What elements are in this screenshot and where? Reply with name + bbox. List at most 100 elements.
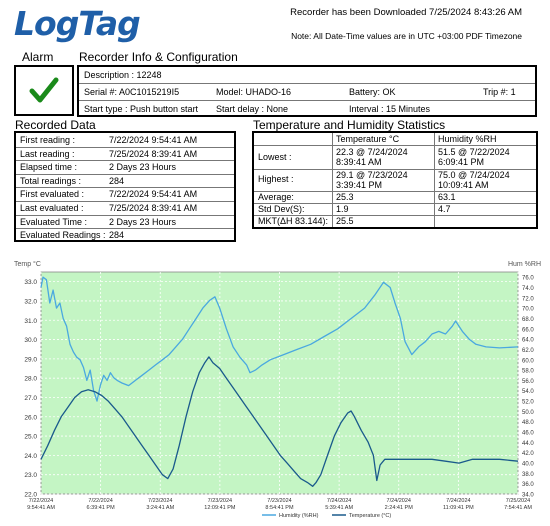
recorded-data-value: 284 xyxy=(109,175,125,186)
left-tick-label: 23.0 xyxy=(24,472,37,479)
stats-lowest-temp: 22.3 @ 7/24/2024 xyxy=(336,147,408,157)
right-tick-label: 46.0 xyxy=(522,431,534,437)
battery-text: Battery: OK xyxy=(349,87,396,97)
alarm-box xyxy=(14,65,74,116)
right-tick-label: 50.0 xyxy=(522,410,534,416)
stats-lowest-hum-time: 6:09:41 PM xyxy=(438,157,485,167)
x-tick-time: 7:54:41 AM xyxy=(504,505,532,511)
recorded-data-value: 2 Days 23 Hours xyxy=(109,216,177,227)
x-tick-date: 7/22/2024 xyxy=(29,498,53,504)
right-tick-label: 72.0 xyxy=(522,296,534,302)
stats-average-hum: 63.1 xyxy=(438,192,456,202)
x-tick-time: 5:39:41 AM xyxy=(325,505,353,511)
model-text: Model: UHADO-16 xyxy=(216,87,292,97)
stats-std-hum: 4.7 xyxy=(438,204,451,214)
x-tick-date: 7/24/2024 xyxy=(327,498,351,504)
recorded-data-value: 7/22/2024 9:54:41 AM xyxy=(109,135,198,145)
stats-highest-hum-time: 10:09:41 AM xyxy=(438,180,489,190)
right-tick-label: 60.0 xyxy=(522,358,534,364)
legend-label: Humidity (%RH) xyxy=(279,513,319,519)
left-tick-label: 30.0 xyxy=(24,337,37,344)
recorded-data-value: 7/22/2024 9:54:41 AM xyxy=(109,189,198,200)
left-axis-label: Temp °C xyxy=(14,260,41,268)
logtag-logo: LogTag xyxy=(14,4,141,43)
recorded-data-label: First evaluated : xyxy=(20,189,85,200)
x-tick-date: 7/23/2024 xyxy=(208,498,232,504)
right-tick-label: 44.0 xyxy=(522,441,534,447)
recorded-data-value: 7/25/2024 8:39:41 AM xyxy=(109,148,198,159)
left-tick-label: 26.0 xyxy=(24,414,37,421)
right-tick-label: 42.0 xyxy=(522,451,534,457)
right-tick-label: 58.0 xyxy=(522,369,534,375)
left-tick-label: 24.0 xyxy=(24,453,37,460)
right-tick-label: 38.0 xyxy=(522,472,534,478)
recorded-data-value: 7/25/2024 8:39:41 AM xyxy=(109,203,198,213)
left-tick-label: 25.0 xyxy=(24,434,37,441)
recorded-data-label: Evaluated Time : xyxy=(20,216,88,227)
left-tick-label: 29.0 xyxy=(24,356,37,363)
x-tick-date: 7/22/2024 xyxy=(88,498,112,504)
right-tick-label: 36.0 xyxy=(522,482,534,488)
stats-std-temp: 1.9 xyxy=(336,204,349,214)
interval-text: Interval : 15 Minutes xyxy=(349,104,431,114)
x-tick-date: 7/23/2024 xyxy=(267,498,291,504)
x-tick-time: 9:54:41 AM xyxy=(27,505,55,511)
left-tick-label: 22.0 xyxy=(24,492,37,499)
left-tick-label: 28.0 xyxy=(24,376,37,383)
alarm-title: Alarm xyxy=(22,50,54,64)
series-line xyxy=(40,276,519,402)
x-tick-date: 7/23/2024 xyxy=(148,498,172,504)
right-tick-label: 40.0 xyxy=(522,462,534,468)
recorded-data-title: Recorded Data xyxy=(15,118,96,132)
right-tick-label: 56.0 xyxy=(522,379,534,385)
left-tick-label: 32.0 xyxy=(24,298,37,305)
stats-lowest-label: Lowest : xyxy=(258,152,292,162)
recorded-data-label: Last evaluated : xyxy=(20,203,84,213)
x-tick-time: 3:24:41 AM xyxy=(146,505,174,511)
stats-mkt-label: MKT(ΔH 83.144): xyxy=(258,216,329,226)
stats-col-hum: Humidity %RH xyxy=(438,134,497,144)
stats-highest-temp: 29.1 @ 7/23/2024 xyxy=(336,170,408,180)
left-tick-label: 33.0 xyxy=(24,279,37,286)
left-tick-label: 27.0 xyxy=(24,395,37,402)
recorded-data-label: Evaluated Readings : xyxy=(20,230,106,241)
right-tick-label: 74.0 xyxy=(522,286,534,292)
stats-col-temp: Temperature °C xyxy=(336,134,400,144)
stats-lowest-hum: 51.5 @ 7/22/2024 xyxy=(438,147,510,157)
left-tick-label: 31.0 xyxy=(24,318,37,325)
start-delay-text: Start delay : None xyxy=(216,104,289,114)
stats-highest-label: Highest : xyxy=(258,174,294,184)
series-line xyxy=(40,356,519,487)
recorded-data-value: 2 Days 23 Hours xyxy=(109,162,177,173)
stats-highest-temp-time: 3:39:41 PM xyxy=(336,180,383,190)
x-tick-time: 12:09:41 PM xyxy=(204,505,236,511)
right-tick-label: 52.0 xyxy=(522,400,534,406)
right-tick-label: 54.0 xyxy=(522,389,534,395)
right-tick-label: 76.0 xyxy=(522,276,534,282)
right-tick-label: 70.0 xyxy=(522,307,534,313)
right-tick-label: 64.0 xyxy=(522,338,534,344)
stats-lowest-temp-time: 8:39:41 AM xyxy=(336,157,382,167)
recorded-data-label: Elapsed time : xyxy=(20,162,78,173)
description-text: Description : 12248 xyxy=(84,70,162,80)
stats-highest-hum: 75.0 @ 7/24/2024 xyxy=(438,170,510,180)
checkmark-icon xyxy=(29,77,59,103)
right-axis-label: Hum %RH xyxy=(508,261,541,268)
stats-std-label: Std Dev(S): xyxy=(258,204,305,214)
recorded-data-label: First reading : xyxy=(20,135,76,145)
recorded-data-value: 284 xyxy=(109,230,125,241)
recorder-info-title: Recorder Info & Configuration xyxy=(79,50,238,64)
serial-text: Serial #: A0C1015219I5 xyxy=(84,87,180,97)
right-tick-label: 66.0 xyxy=(522,327,534,333)
download-status: Recorder has been Downloaded 7/25/2024 8… xyxy=(290,7,522,18)
recorded-data-box: First reading : 7/22/2024 9:54:41 AM Last … xyxy=(14,131,236,242)
stats-average-label: Average: xyxy=(258,192,294,202)
recorded-data-label: Last reading : xyxy=(20,148,75,159)
recorder-info-box: Description : 12248 Serial #: A0C1015219… xyxy=(77,65,537,117)
x-tick-date: 7/24/2024 xyxy=(387,498,411,504)
stats-title: Temperature and Humidity Statistics xyxy=(253,118,446,132)
stats-box: Temperature °C Humidity %RH Lowest : 22.… xyxy=(252,131,538,229)
legend-label: Temperature (°C) xyxy=(349,513,391,519)
trip-text: Trip #: 1 xyxy=(483,87,516,97)
temperature-humidity-chart: 22.0 23.0 24.0 25.0 26.0 27.0 28.0 29.0 30.0 31.0… xyxy=(14,260,541,519)
